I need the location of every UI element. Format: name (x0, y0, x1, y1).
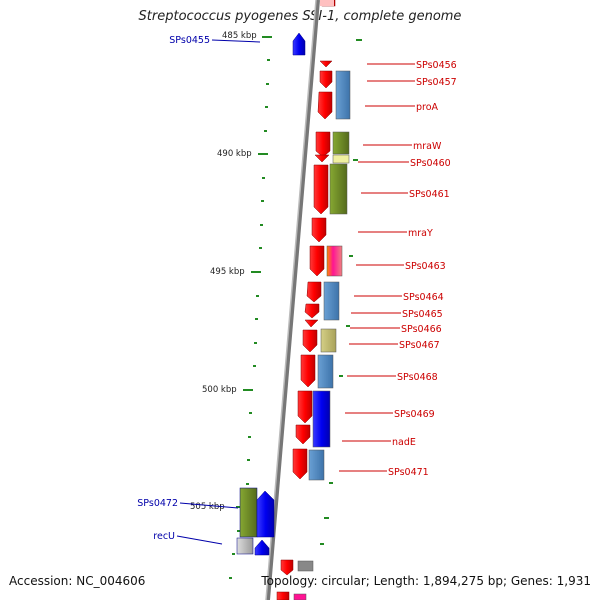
gene-arrow-bottom (280, 559, 294, 576)
gene-arrow-sps0457 (319, 70, 333, 89)
cog-sps0460 (332, 154, 350, 164)
ruler-label-490: 490 kbp (217, 149, 252, 159)
ruler-ticks-right (320, 39, 362, 545)
cog-sps0469 (312, 390, 331, 448)
gene-label-sps0456[interactable]: SPs0456 (416, 60, 457, 71)
cog-sps0471 (308, 449, 325, 481)
gene-label-nade[interactable]: nadE (392, 437, 416, 448)
ruler-label-500: 500 kbp (202, 385, 237, 395)
cog-recu (236, 537, 254, 555)
forward-genes (276, 0, 336, 600)
cog-sps0468 (317, 354, 334, 389)
ruler-ticks (229, 36, 272, 579)
gene-arrow-bottom-partial (276, 591, 290, 600)
reverse-genes (236, 32, 306, 556)
left-gene-labels: SPs0455 SPs0472 recU (137, 35, 210, 542)
gene-arrow-mray (311, 217, 327, 243)
ruler-label-505: 505 kbp (190, 502, 225, 512)
cog-sps0467 (320, 328, 337, 353)
cog-bars (293, 0, 351, 600)
gene-arrow-sps0464 (306, 281, 322, 303)
cog-sps0472 (239, 487, 258, 538)
ruler-label-495: 495 kbp (210, 267, 245, 277)
cog-sps0461 (329, 163, 348, 215)
gene-label-sps0469[interactable]: SPs0469 (394, 409, 435, 420)
cog-top-partial (320, 0, 334, 6)
right-leader-lines (339, 63, 415, 472)
gene-label-sps0466[interactable]: SPs0466 (401, 324, 442, 335)
gene-arrow-sps0468 (300, 354, 316, 388)
topology-text: Topology: circular; Length: 1,894,275 bp… (261, 574, 591, 588)
gene-arrow-mraw (315, 131, 331, 158)
gene-label-mray[interactable]: mraY (408, 228, 433, 239)
gene-label-sps0455[interactable]: SPs0455 (169, 35, 210, 46)
gene-arrow-sps0463 (309, 245, 325, 277)
cog-sps0457 (335, 70, 351, 120)
gene-label-proa[interactable]: proA (416, 102, 439, 113)
gene-label-sps0463[interactable]: SPs0463 (405, 261, 446, 272)
gene-label-sps0468[interactable]: SPs0468 (397, 372, 438, 383)
gene-label-sps0471[interactable]: SPs0471 (388, 467, 429, 478)
gene-label-mraw[interactable]: mraW (413, 141, 442, 152)
gene-label-sps0467[interactable]: SPs0467 (399, 340, 440, 351)
cog-sps0464 (323, 281, 340, 321)
gene-label-sps0460[interactable]: SPs0460 (410, 158, 451, 169)
gene-arrow-sps0469 (297, 390, 313, 424)
gene-arrow-sps0460 (314, 154, 330, 163)
left-leader-lines (176, 39, 261, 545)
cog-bottom (297, 560, 314, 572)
cog-sps0463 (326, 245, 343, 277)
gene-label-sps0457[interactable]: SPs0457 (416, 77, 457, 88)
gene-arrow-recu (254, 539, 270, 556)
gene-arrow-sps0461 (313, 164, 329, 215)
accession-text: Accession: NC_004606 (9, 574, 146, 588)
genome-backbone (266, 0, 320, 600)
gene-label-recu[interactable]: recU (153, 531, 175, 542)
gene-label-sps0464[interactable]: SPs0464 (403, 292, 444, 303)
gene-arrow-nade (295, 424, 311, 445)
gene-arrow-sps0456 (319, 60, 333, 68)
gene-arrow-proa (317, 91, 333, 120)
gene-arrow-sps0467 (302, 329, 318, 353)
right-gene-labels: SPs0456 SPs0457 proA mraW SPs0460 SPs046… (388, 60, 457, 478)
genome-title: Streptococcus pyogenes SSI-1, complete g… (138, 9, 462, 24)
gene-label-sps0461[interactable]: SPs0461 (409, 189, 450, 200)
gene-label-sps0472[interactable]: SPs0472 (137, 498, 178, 509)
gene-arrow-sps0471 (292, 448, 308, 480)
gene-label-sps0465[interactable]: SPs0465 (402, 309, 443, 320)
gene-arrow-sps0472 (256, 490, 275, 538)
cog-mraw (332, 131, 350, 155)
gene-arrow-sps0466 (304, 319, 319, 328)
ruler-label-485: 485 kbp (222, 31, 257, 41)
cog-bottom-partial (293, 593, 307, 600)
gene-arrow-sps0455 (292, 32, 306, 56)
genome-backbone-highlight (265, 0, 317, 600)
gene-arrow-sps0465 (304, 303, 320, 319)
